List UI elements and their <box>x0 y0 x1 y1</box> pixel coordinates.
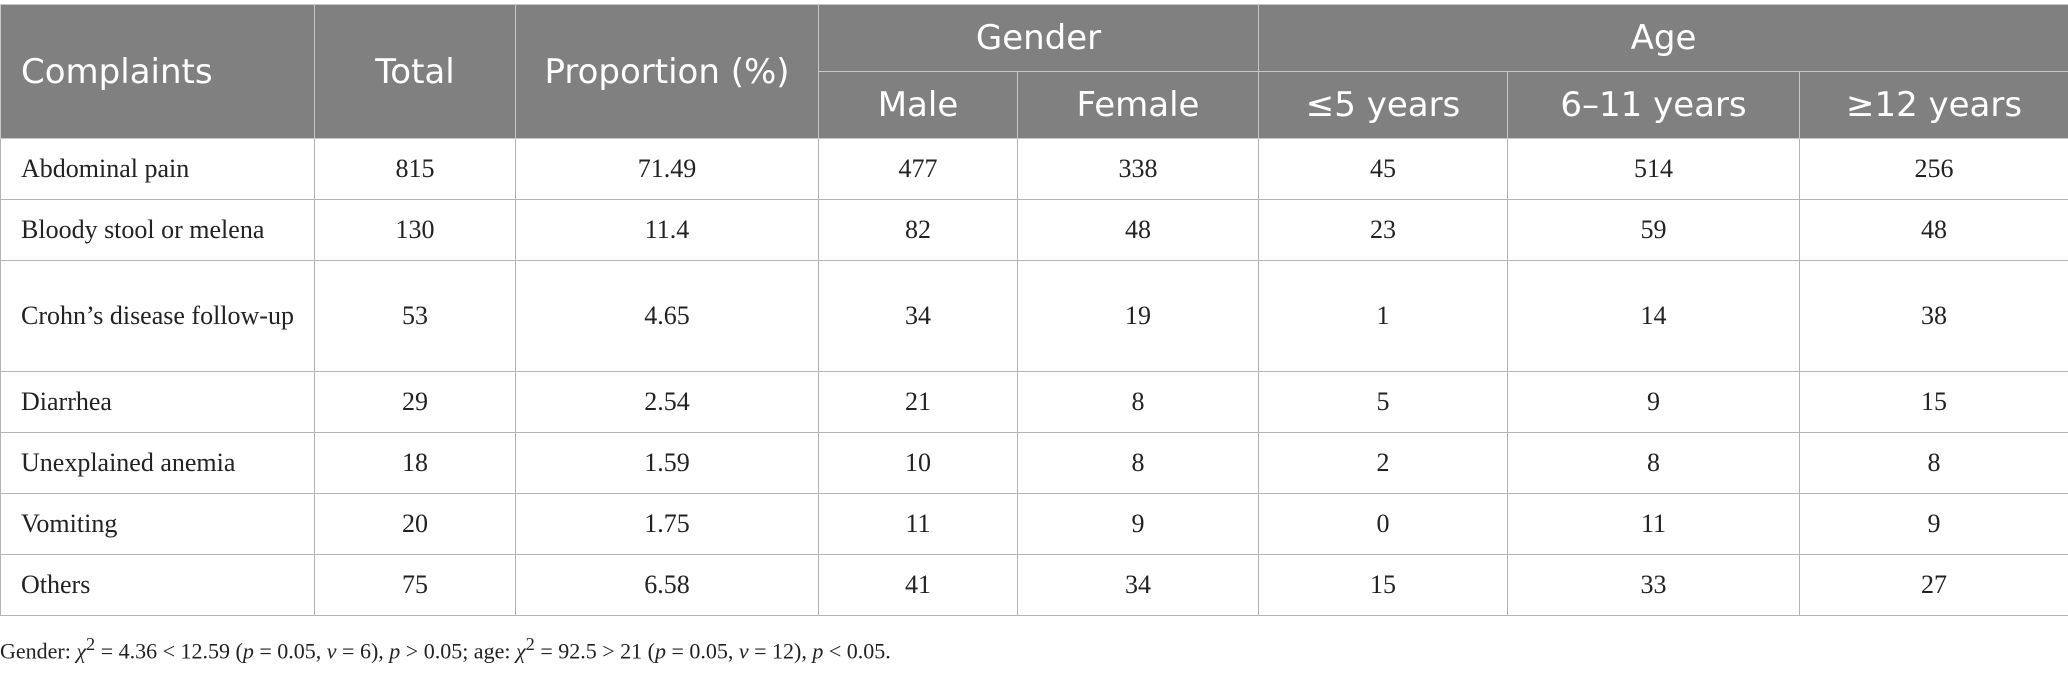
female-cell: 9 <box>1016 493 1260 555</box>
table-footnote: Gender: χ2 = 4.36 < 12.59 (p = 0.05, ν =… <box>0 634 891 664</box>
footnote-p-equals: = 0.05, <box>665 638 739 664</box>
complaint-cell: Bloody stool or melena <box>0 199 315 261</box>
header-age-6-11: 6–11 years <box>1507 71 1801 139</box>
header-age-le5: ≤5 years <box>1258 71 1509 139</box>
complaints-table-container: Complaints Total Proportion (%) Gender A… <box>0 4 2068 616</box>
table-row: Vomiting 20 1.75 11 9 0 11 9 <box>0 493 2068 555</box>
complaints-table: Complaints Total Proportion (%) Gender A… <box>0 4 2068 616</box>
proportion-cell: 4.65 <box>515 260 819 372</box>
header-male: Male <box>818 71 1018 139</box>
age-le5-cell: 23 <box>1258 199 1509 261</box>
table-row: Bloody stool or melena 130 11.4 82 48 23… <box>0 199 2068 261</box>
age-6-11-cell: 11 <box>1507 493 1801 555</box>
complaint-cell: Unexplained anemia <box>0 432 315 494</box>
footnote-age-df: = 12), <box>748 638 813 664</box>
table-row: Others 75 6.58 41 34 15 33 27 <box>0 554 2068 616</box>
male-cell: 10 <box>818 432 1018 494</box>
age-ge12-cell: 27 <box>1799 554 2068 616</box>
header-age-ge12: ≥12 years <box>1799 71 2068 139</box>
age-le5-cell: 0 <box>1258 493 1509 555</box>
age-ge12-cell: 48 <box>1799 199 2068 261</box>
footnote-nu-symbol: ν <box>326 638 337 664</box>
complaint-cell: Vomiting <box>0 493 315 555</box>
table-row: Diarrhea 29 2.54 21 8 5 9 15 <box>0 371 2068 433</box>
footnote-gender-p: > 0.05; age: <box>400 638 516 664</box>
complaint-cell: Abdominal pain <box>0 138 315 200</box>
female-cell: 48 <box>1016 199 1260 261</box>
footnote-square-symbol: 2 <box>525 634 535 654</box>
footnote-square-symbol: 2 <box>86 634 96 654</box>
age-le5-cell: 5 <box>1258 371 1509 433</box>
age-6-11-cell: 33 <box>1507 554 1801 616</box>
male-cell: 21 <box>818 371 1018 433</box>
complaint-cell: Crohn’s disease follow-up <box>0 260 315 372</box>
age-ge12-cell: 9 <box>1799 493 2068 555</box>
male-cell: 11 <box>818 493 1018 555</box>
male-cell: 34 <box>818 260 1018 372</box>
total-cell: 18 <box>314 432 516 494</box>
total-cell: 130 <box>314 199 516 261</box>
footnote-p-symbol: p <box>654 638 666 664</box>
age-6-11-cell: 14 <box>1507 260 1801 372</box>
header-total: Total <box>314 4 516 139</box>
proportion-cell: 71.49 <box>515 138 819 200</box>
female-cell: 34 <box>1016 554 1260 616</box>
male-cell: 477 <box>818 138 1018 200</box>
table-row: Crohn’s disease follow-up 53 4.65 34 19 … <box>0 260 2068 372</box>
age-le5-cell: 2 <box>1258 432 1509 494</box>
footnote-p-symbol: p <box>812 638 824 664</box>
complaint-cell: Diarrhea <box>0 371 315 433</box>
footnote-chi-symbol: χ <box>76 638 87 664</box>
age-6-11-cell: 59 <box>1507 199 1801 261</box>
footnote-age-p: < 0.05. <box>823 638 891 664</box>
footnote-chi-symbol: χ <box>515 638 526 664</box>
total-cell: 75 <box>314 554 516 616</box>
footnote-nu-symbol: ν <box>738 638 749 664</box>
male-cell: 41 <box>818 554 1018 616</box>
table-row: Unexplained anemia 18 1.59 10 8 2 8 8 <box>0 432 2068 494</box>
age-le5-cell: 15 <box>1258 554 1509 616</box>
age-6-11-cell: 9 <box>1507 371 1801 433</box>
header-complaints: Complaints <box>0 4 315 139</box>
age-6-11-cell: 514 <box>1507 138 1801 200</box>
proportion-cell: 1.75 <box>515 493 819 555</box>
footnote-gender-df: = 6), <box>336 638 390 664</box>
footnote-p-symbol: p <box>389 638 401 664</box>
total-cell: 815 <box>314 138 516 200</box>
header-gender: Gender <box>817 4 1260 72</box>
footnote-p-equals: = 0.05, <box>253 638 327 664</box>
header-proportion: Proportion (%) <box>515 4 819 139</box>
female-cell: 19 <box>1016 260 1260 372</box>
proportion-cell: 1.59 <box>515 432 819 494</box>
age-le5-cell: 1 <box>1258 260 1509 372</box>
proportion-cell: 2.54 <box>515 371 819 433</box>
age-6-11-cell: 8 <box>1507 432 1801 494</box>
complaint-cell: Others <box>0 554 315 616</box>
female-cell: 8 <box>1016 371 1260 433</box>
footnote-gender-stat: = 4.36 < 12.59 ( <box>95 638 243 664</box>
proportion-cell: 6.58 <box>515 554 819 616</box>
female-cell: 338 <box>1016 138 1260 200</box>
age-ge12-cell: 38 <box>1799 260 2068 372</box>
age-ge12-cell: 8 <box>1799 432 2068 494</box>
age-ge12-cell: 15 <box>1799 371 2068 433</box>
total-cell: 53 <box>314 260 516 372</box>
footnote-gender-label: Gender: <box>0 638 77 664</box>
header-female: Female <box>1016 71 1260 139</box>
total-cell: 20 <box>314 493 516 555</box>
header-age: Age <box>1258 4 2068 72</box>
age-ge12-cell: 256 <box>1799 138 2068 200</box>
footnote-p-symbol: p <box>242 638 254 664</box>
proportion-cell: 11.4 <box>515 199 819 261</box>
total-cell: 29 <box>314 371 516 433</box>
age-le5-cell: 45 <box>1258 138 1509 200</box>
table-row: Abdominal pain 815 71.49 477 338 45 514 … <box>0 138 2068 200</box>
footnote-age-stat: = 92.5 > 21 ( <box>534 638 655 664</box>
female-cell: 8 <box>1016 432 1260 494</box>
male-cell: 82 <box>818 199 1018 261</box>
